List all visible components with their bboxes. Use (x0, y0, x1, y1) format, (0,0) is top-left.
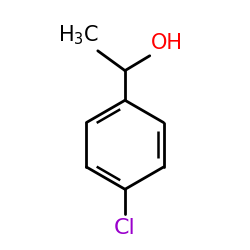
Text: OH: OH (151, 33, 183, 53)
Text: $\mathregular{H_3C}$: $\mathregular{H_3C}$ (58, 24, 99, 47)
Text: Cl: Cl (114, 218, 136, 238)
